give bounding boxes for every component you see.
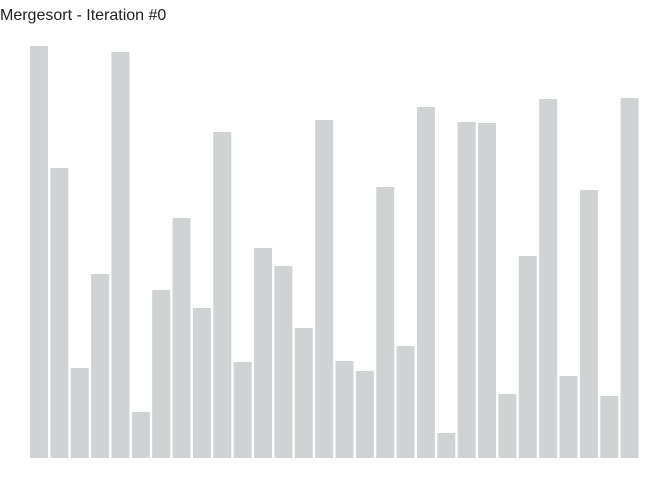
bar [70, 368, 89, 458]
bar [579, 190, 598, 458]
bar [315, 120, 334, 458]
bar [518, 256, 537, 458]
bar [355, 371, 374, 458]
bar [213, 132, 232, 458]
bar [233, 362, 252, 458]
bar [30, 46, 48, 458]
bar [91, 274, 110, 458]
bar [111, 52, 130, 458]
bar [192, 308, 211, 458]
bar [457, 122, 476, 458]
bar [294, 328, 313, 458]
bar [478, 123, 497, 458]
bar [50, 168, 69, 458]
bar [396, 346, 415, 458]
bar [274, 266, 293, 458]
bar [335, 361, 354, 458]
bar [620, 98, 639, 458]
bar [559, 376, 578, 458]
chart-title: Mergesort - Iteration #0 [0, 7, 166, 24]
bar [539, 99, 558, 458]
bar [131, 412, 150, 458]
bar [376, 187, 395, 458]
bar [172, 218, 191, 458]
bar [600, 396, 619, 458]
bar [498, 394, 517, 458]
bar [152, 290, 171, 458]
bar [254, 248, 272, 458]
bar [437, 433, 456, 458]
bar [416, 107, 435, 458]
